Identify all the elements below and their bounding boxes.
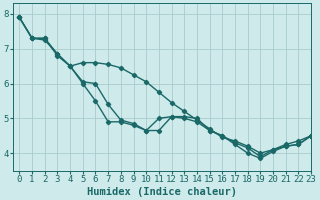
X-axis label: Humidex (Indice chaleur): Humidex (Indice chaleur)	[87, 186, 237, 197]
